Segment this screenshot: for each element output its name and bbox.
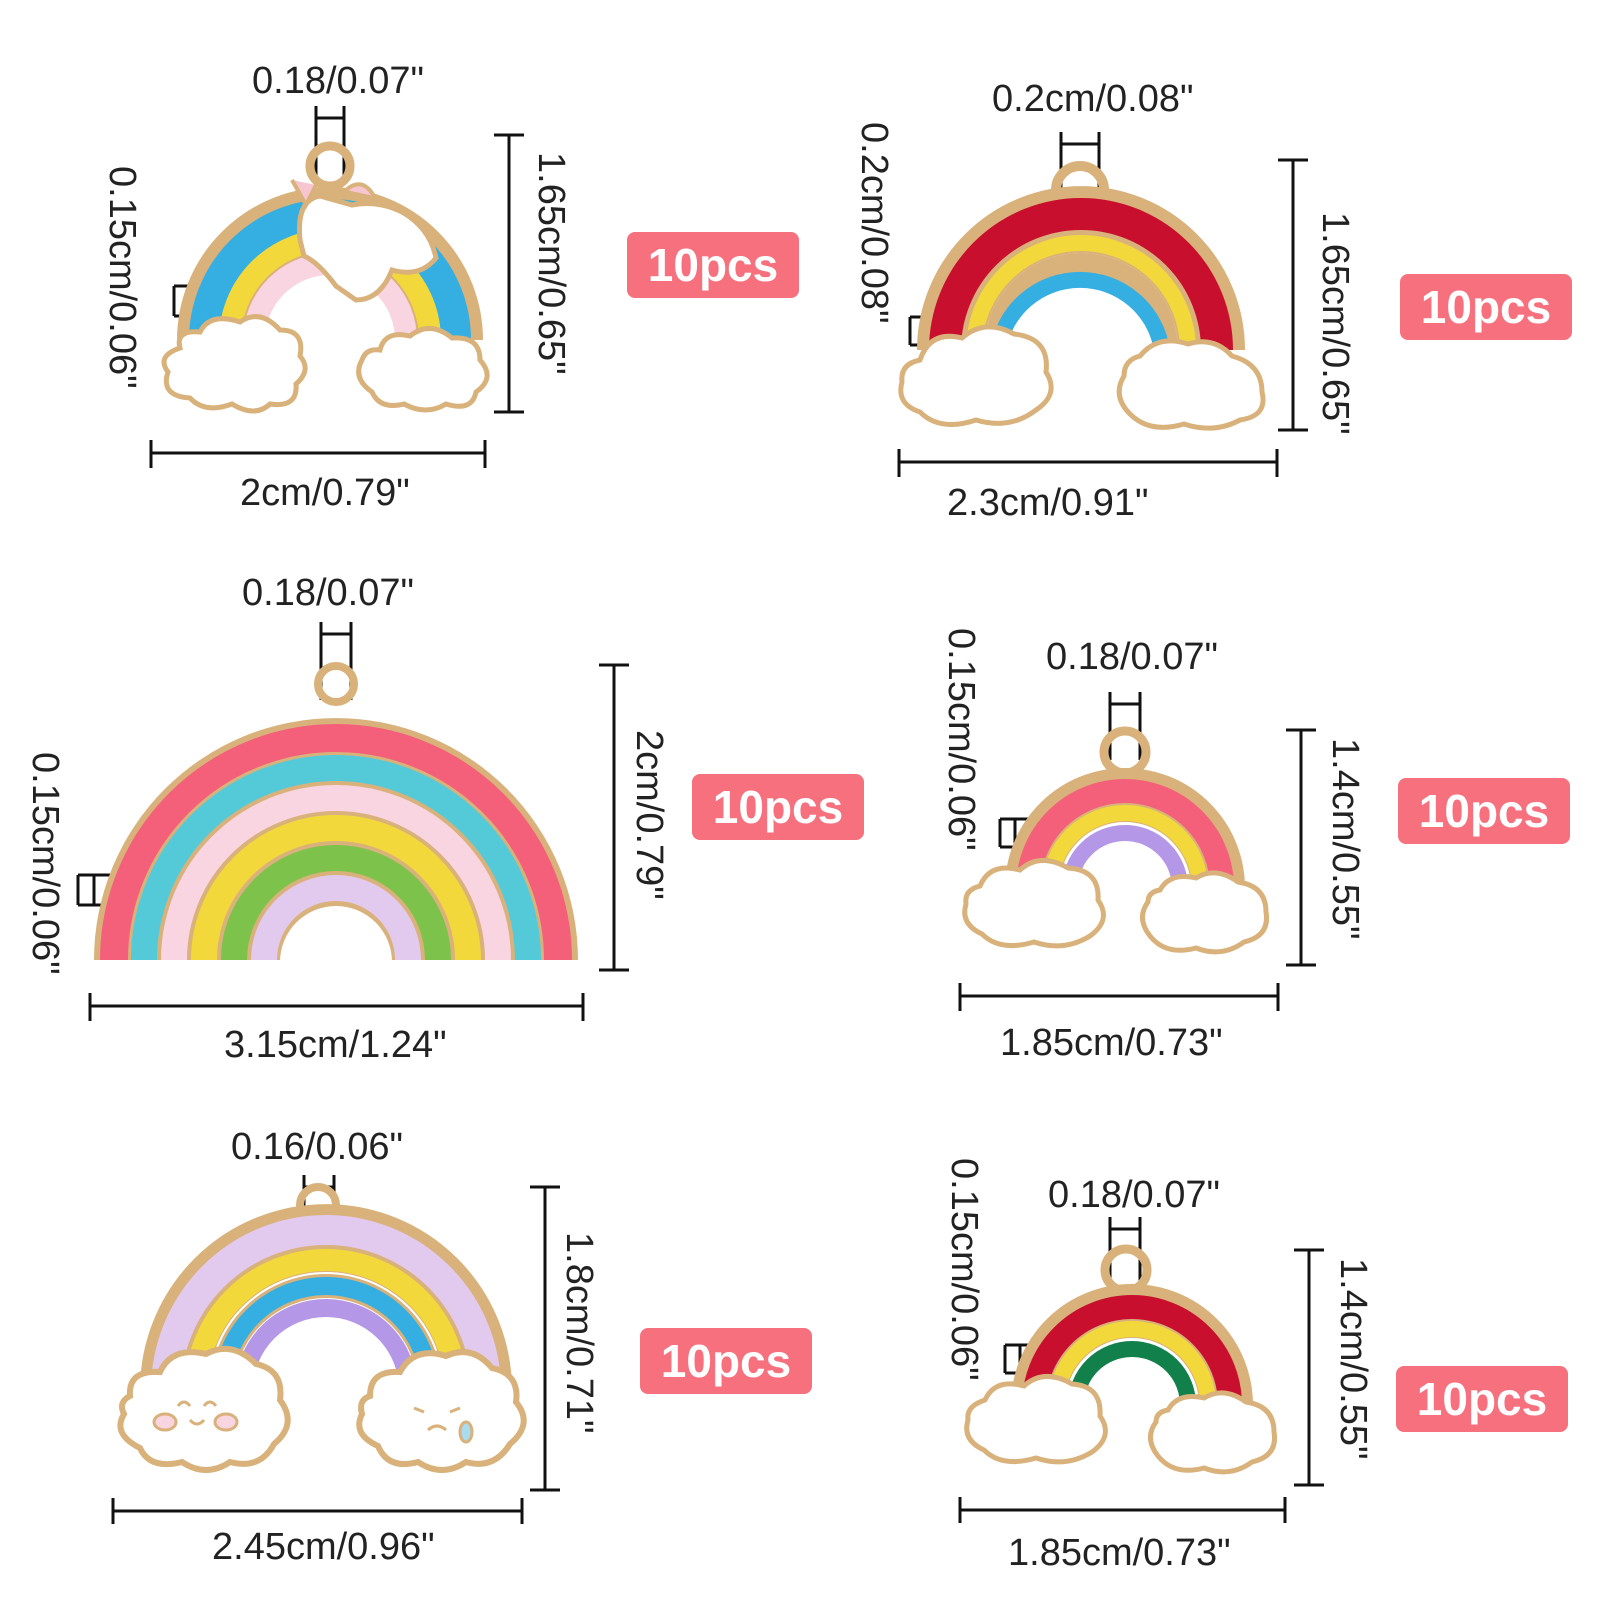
pendant-pink-rainbow: [962, 726, 1270, 955]
p5-quantity-badge: 10pcs: [640, 1328, 812, 1394]
p1-quantity-badge: 10pcs: [627, 232, 799, 298]
p4-width: 1.85cm/0.73": [1000, 1022, 1223, 1064]
p5-width: 2.45cm/0.96": [212, 1526, 435, 1568]
cloud-right: [356, 326, 490, 413]
cloud-right: [1148, 1390, 1278, 1475]
cloud-right: [1116, 338, 1266, 431]
p6-width: 1.85cm/0.73": [1008, 1532, 1231, 1574]
p1-loop-width: 0.18/0.07": [252, 60, 424, 102]
p2-height: 1.65cm/0.65": [1314, 212, 1356, 435]
p3-quantity-badge: 10pcs: [692, 774, 864, 840]
cloud-left: [161, 314, 308, 414]
p3-loop-width: 0.18/0.07": [242, 572, 414, 614]
cloud-left: [964, 1374, 1108, 1465]
p2-border-width: 0.2cm/0.08": [853, 122, 895, 324]
p6-loop-width: 0.18/0.07": [1048, 1174, 1220, 1216]
p2-quantity-badge: 10pcs: [1400, 274, 1572, 340]
dimension-lines: [76, 106, 1324, 1524]
cloud-face-right: [413, 1406, 474, 1444]
cloud-left: [898, 324, 1054, 427]
p3-border-width: 0.15cm/0.06": [24, 752, 66, 975]
pendant-red-green-rainbow: [964, 1244, 1278, 1475]
p6-quantity-badge: 10pcs: [1396, 1366, 1568, 1432]
p5-loop-width: 0.16/0.06": [231, 1126, 403, 1168]
p3-height: 2cm/0.79": [628, 730, 670, 900]
pendant-unicorn-rainbow: [161, 141, 490, 414]
p4-quantity-badge: 10pcs: [1398, 778, 1570, 844]
p1-height: 1.65cm/0.65": [530, 152, 572, 375]
unicorn-figure: [290, 179, 439, 303]
p6-border-width: 0.15cm/0.06": [943, 1158, 985, 1381]
p3-width: 3.15cm/1.24": [224, 1024, 447, 1066]
cloud-right: [356, 1349, 527, 1473]
p4-height: 1.4cm/0.55": [1324, 738, 1366, 940]
p4-border-width: 0.15cm/0.06": [940, 628, 982, 851]
p2-loop-width: 0.2cm/0.08": [992, 78, 1194, 120]
pendant-red-rainbow: [898, 161, 1266, 431]
cloud-face-left: [152, 1400, 239, 1432]
jump-ring: [305, 141, 355, 191]
pendant-cloud-face-rainbow: [117, 1183, 527, 1473]
cloud-left: [962, 858, 1106, 949]
p1-border-width: 0.15cm/0.06": [101, 166, 143, 389]
cloud-left: [117, 1345, 291, 1473]
jump-ring: [314, 662, 358, 706]
p4-loop-width: 0.18/0.07": [1046, 636, 1218, 678]
pendant-large-rainbow: [94, 662, 578, 962]
p6-height: 1.4cm/0.55": [1332, 1258, 1374, 1460]
p1-width: 2cm/0.79": [240, 472, 410, 514]
p2-width: 2.3cm/0.91": [947, 482, 1149, 524]
cloud-right: [1140, 870, 1270, 955]
p5-height: 1.8cm/0.71": [558, 1232, 600, 1434]
